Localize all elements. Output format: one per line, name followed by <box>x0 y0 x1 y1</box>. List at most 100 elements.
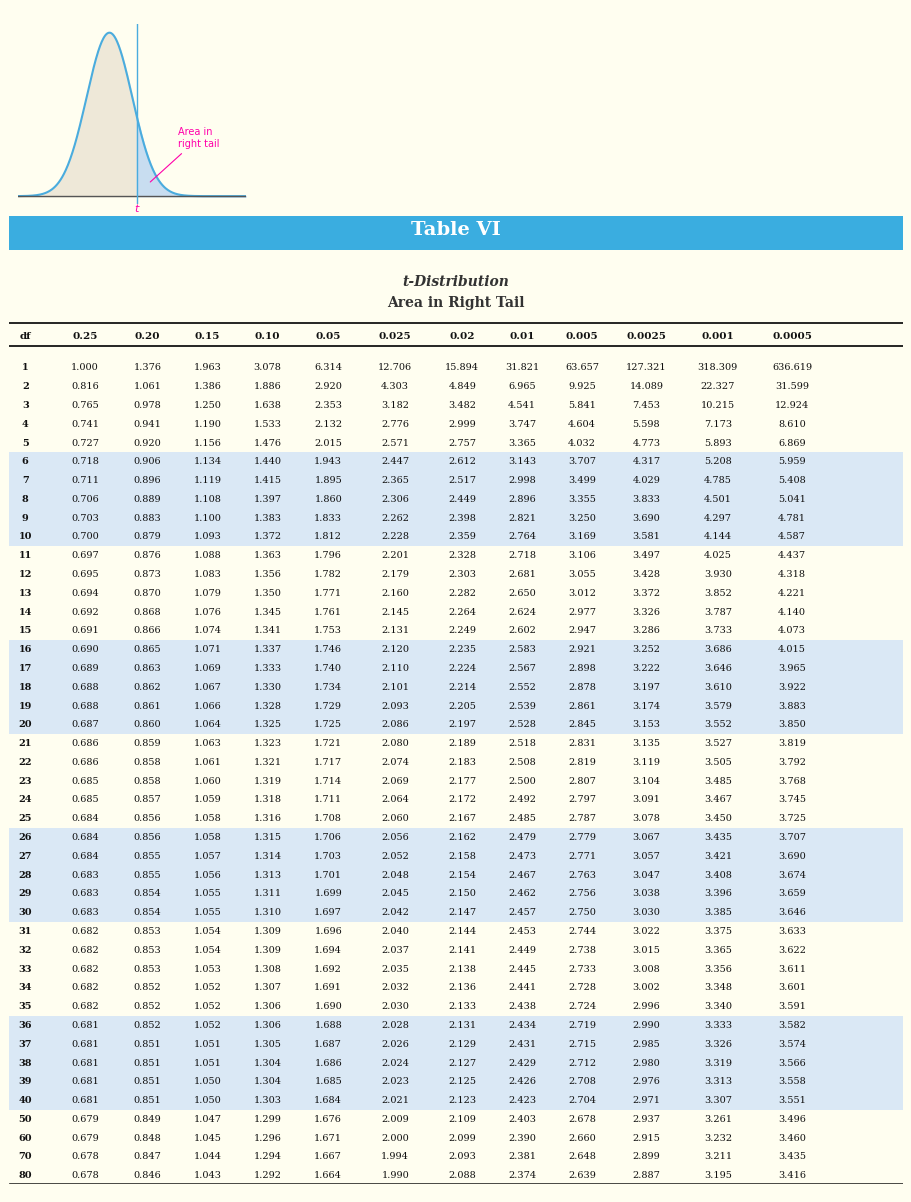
Text: 1.309: 1.309 <box>253 946 281 954</box>
Text: 1.664: 1.664 <box>314 1171 342 1180</box>
Text: 1.044: 1.044 <box>193 1153 221 1161</box>
Text: 1.305: 1.305 <box>253 1040 281 1048</box>
Text: 0.0025: 0.0025 <box>626 332 666 340</box>
Text: 1.100: 1.100 <box>193 513 221 523</box>
Text: 1.321: 1.321 <box>253 758 281 767</box>
Text: 2.896: 2.896 <box>507 495 536 504</box>
Text: 3.922: 3.922 <box>777 683 805 692</box>
Text: 3.768: 3.768 <box>777 776 805 786</box>
Text: 2.150: 2.150 <box>448 889 476 898</box>
Text: 2.160: 2.160 <box>381 589 409 597</box>
Text: 0.870: 0.870 <box>134 589 161 597</box>
Text: 0.906: 0.906 <box>134 457 161 466</box>
Text: 2.724: 2.724 <box>568 1002 596 1011</box>
Text: 4.849: 4.849 <box>448 382 476 391</box>
Text: 2.438: 2.438 <box>507 1002 536 1011</box>
Text: 1.943: 1.943 <box>314 457 342 466</box>
Text: 1.994: 1.994 <box>381 1153 409 1161</box>
Text: 2.831: 2.831 <box>568 739 596 748</box>
Text: 3.319: 3.319 <box>703 1059 731 1067</box>
Text: 5.893: 5.893 <box>703 439 731 447</box>
Text: 1.059: 1.059 <box>193 796 221 804</box>
Text: 0.873: 0.873 <box>134 570 161 579</box>
Text: 1.052: 1.052 <box>193 983 221 993</box>
Text: 2.552: 2.552 <box>507 683 536 692</box>
Text: 2.183: 2.183 <box>448 758 476 767</box>
Text: 0.816: 0.816 <box>71 382 99 391</box>
Text: 2.109: 2.109 <box>448 1115 476 1124</box>
Text: 3.356: 3.356 <box>703 964 731 974</box>
Text: 3.552: 3.552 <box>703 720 731 730</box>
Text: 2.738: 2.738 <box>568 946 596 954</box>
Text: 4.140: 4.140 <box>777 608 805 617</box>
Text: Area in
right tail: Area in right tail <box>150 127 220 182</box>
Text: 3.119: 3.119 <box>631 758 660 767</box>
Text: 5.408: 5.408 <box>777 476 805 486</box>
Text: 1.440: 1.440 <box>253 457 281 466</box>
Text: 4: 4 <box>22 419 28 429</box>
Text: 4.317: 4.317 <box>631 457 660 466</box>
Text: 1.052: 1.052 <box>193 1020 221 1030</box>
Text: 2.980: 2.980 <box>632 1059 660 1067</box>
Text: 2.678: 2.678 <box>568 1115 595 1124</box>
Text: 33: 33 <box>18 964 32 974</box>
Text: 2.201: 2.201 <box>381 552 409 560</box>
Text: 9.925: 9.925 <box>568 382 595 391</box>
Text: 1.363: 1.363 <box>253 552 281 560</box>
Text: 4.785: 4.785 <box>703 476 731 486</box>
Text: 2.131: 2.131 <box>381 626 409 636</box>
Text: 3.038: 3.038 <box>631 889 660 898</box>
Text: 0.861: 0.861 <box>134 702 161 710</box>
Text: 38: 38 <box>18 1059 32 1067</box>
Text: 1.043: 1.043 <box>193 1171 221 1180</box>
Text: 3.015: 3.015 <box>631 946 660 954</box>
Text: 2.365: 2.365 <box>381 476 409 486</box>
Text: 63.657: 63.657 <box>565 363 599 373</box>
Text: 0.920: 0.920 <box>134 439 161 447</box>
Text: 2.133: 2.133 <box>447 1002 476 1011</box>
Text: 0.682: 0.682 <box>71 946 99 954</box>
Text: 0.862: 0.862 <box>134 683 161 692</box>
Text: 2.715: 2.715 <box>568 1040 596 1048</box>
Text: 1.729: 1.729 <box>314 702 342 710</box>
Text: 2.976: 2.976 <box>631 1077 660 1087</box>
FancyBboxPatch shape <box>9 1016 902 1035</box>
Text: 3.340: 3.340 <box>703 1002 731 1011</box>
FancyBboxPatch shape <box>9 1072 902 1091</box>
Text: 2.899: 2.899 <box>632 1153 660 1161</box>
Text: 2.429: 2.429 <box>507 1059 536 1067</box>
Text: 5.598: 5.598 <box>632 419 660 429</box>
Text: 3.416: 3.416 <box>777 1171 805 1180</box>
Text: 2.539: 2.539 <box>507 702 536 710</box>
Text: 1.341: 1.341 <box>253 626 281 636</box>
Text: 1.337: 1.337 <box>253 645 281 654</box>
Text: 2.750: 2.750 <box>568 909 595 917</box>
Text: 2.374: 2.374 <box>507 1171 536 1180</box>
Text: 2.708: 2.708 <box>568 1077 595 1087</box>
Text: 2.602: 2.602 <box>507 626 536 636</box>
Text: 2.999: 2.999 <box>448 419 476 429</box>
Text: 0.852: 0.852 <box>134 1020 161 1030</box>
Text: 1.045: 1.045 <box>193 1133 221 1143</box>
Text: 0.847: 0.847 <box>134 1153 161 1161</box>
Text: 2.086: 2.086 <box>381 720 409 730</box>
Text: 2.123: 2.123 <box>447 1096 476 1105</box>
Text: 3.153: 3.153 <box>631 720 660 730</box>
Text: 2.088: 2.088 <box>448 1171 476 1180</box>
Text: 0.694: 0.694 <box>71 589 99 597</box>
Text: 0.851: 0.851 <box>134 1096 161 1105</box>
Text: 7.173: 7.173 <box>703 419 732 429</box>
Text: 2.776: 2.776 <box>381 419 409 429</box>
Text: 3.485: 3.485 <box>703 776 731 786</box>
Text: 2.264: 2.264 <box>448 608 476 617</box>
Text: 15.894: 15.894 <box>445 363 479 373</box>
Text: 2.787: 2.787 <box>568 814 596 823</box>
Text: 3.579: 3.579 <box>703 702 731 710</box>
FancyBboxPatch shape <box>9 508 902 528</box>
Text: 0.20: 0.20 <box>135 332 160 340</box>
Text: 2.921: 2.921 <box>568 645 596 654</box>
Text: 0.679: 0.679 <box>71 1115 99 1124</box>
Text: 2.479: 2.479 <box>507 833 536 843</box>
Text: 3.135: 3.135 <box>631 739 660 748</box>
Text: 3.326: 3.326 <box>703 1040 731 1048</box>
